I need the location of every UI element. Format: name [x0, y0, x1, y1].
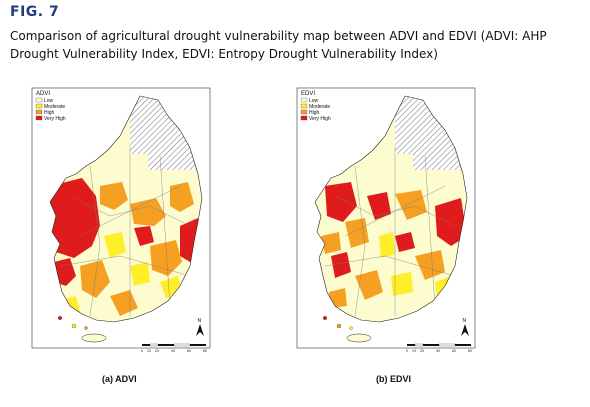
legend-swatch-high: [300, 109, 308, 115]
legend-label-high: High: [309, 110, 320, 116]
scale-bar: 0 10 20 40 60 80: [406, 343, 472, 353]
legend-label-high: High: [44, 110, 55, 116]
panel-label-advi: (a) ADVI: [102, 374, 137, 384]
map-frame: [31, 87, 211, 349]
svg-text:20: 20: [420, 349, 424, 353]
legend-label-moderate: Moderate: [309, 104, 330, 110]
north-arrow-icon: N: [196, 318, 204, 336]
legend-swatch-moderate: [300, 103, 308, 109]
very-high-region-west: [50, 178, 100, 258]
map-panel-advi: ADVI Low Moderate High Very High N 0 10 …: [30, 86, 215, 356]
jeju-island: [346, 333, 372, 343]
very-high-region-east: [180, 218, 202, 262]
korea-outline: [49, 95, 203, 323]
legend-swatch-high: [35, 109, 43, 115]
very-high-region-east: [435, 198, 467, 246]
svg-text:60: 60: [187, 349, 191, 353]
map-legend: EDVI Low Moderate High Very High: [300, 91, 331, 122]
figure-label: FIG. 7: [10, 4, 60, 20]
legend-label-moderate: Moderate: [44, 104, 65, 110]
legend-swatch-very-high: [300, 115, 308, 121]
no-data-region-north: [395, 96, 467, 154]
legend-label-very-high: Very High: [309, 116, 331, 122]
svg-text:0: 0: [141, 349, 143, 353]
svg-text:N: N: [198, 318, 202, 324]
no-data-region-north: [130, 96, 202, 154]
map-frame: [296, 87, 476, 349]
very-high-region-west: [325, 182, 357, 222]
svg-text:10: 10: [412, 349, 416, 353]
panel-label-edvi: (b) EDVI: [376, 374, 411, 384]
korea-map-regions: [50, 96, 202, 322]
legend-swatch-moderate: [35, 103, 43, 109]
svg-text:0: 0: [406, 349, 408, 353]
advi-map-svg: ADVI Low Moderate High Very High N 0 10 …: [31, 87, 211, 353]
svg-text:80: 80: [203, 349, 207, 353]
legend-label-low: Low: [309, 98, 319, 104]
svg-text:N: N: [463, 318, 467, 324]
figure-caption: Comparison of agricultural drought vulne…: [10, 29, 547, 61]
map-legend: ADVI Low Moderate High Very High: [35, 91, 66, 122]
korea-outline: [314, 95, 468, 323]
legend-swatch-low: [300, 97, 308, 103]
svg-text:40: 40: [171, 349, 175, 353]
legend-title: EDVI: [301, 91, 315, 97]
legend-swatch-very-high: [35, 115, 43, 121]
north-arrow-icon: N: [461, 318, 469, 336]
map-panel-edvi: EDVI Low Moderate High Very High N 0 10 …: [295, 86, 480, 356]
svg-text:80: 80: [468, 349, 472, 353]
legend-label-very-high: Very High: [44, 116, 66, 122]
edvi-map-svg: EDVI Low Moderate High Very High N 0 10 …: [296, 87, 476, 353]
svg-text:10: 10: [147, 349, 151, 353]
korea-map-regions: [315, 96, 467, 322]
svg-text:60: 60: [452, 349, 456, 353]
legend-title: ADVI: [36, 91, 50, 97]
legend-label-low: Low: [44, 98, 54, 104]
svg-text:40: 40: [436, 349, 440, 353]
legend-swatch-low: [35, 97, 43, 103]
jeju-island: [81, 333, 107, 343]
scale-bar: 0 10 20 40 60 80: [141, 343, 207, 353]
svg-text:20: 20: [155, 349, 159, 353]
